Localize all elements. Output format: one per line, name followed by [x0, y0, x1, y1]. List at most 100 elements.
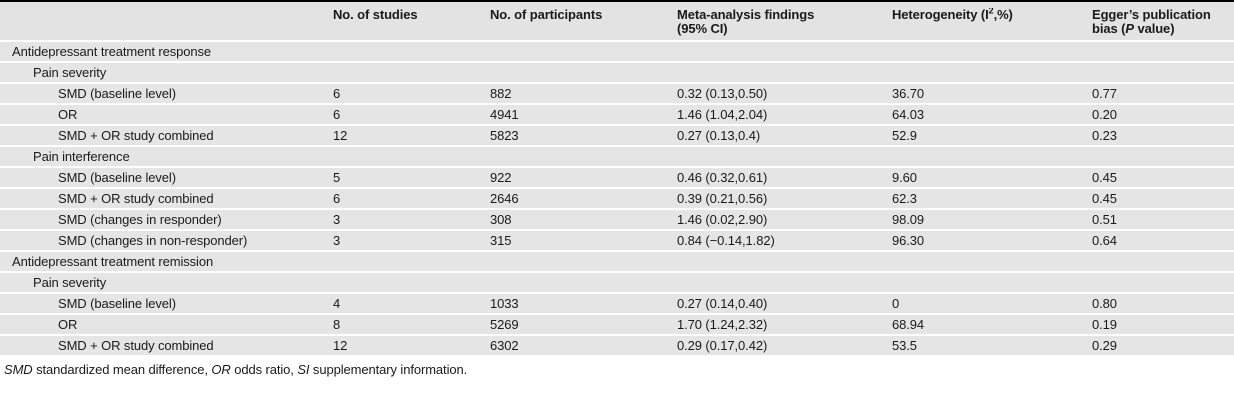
header-no-of-studies: No. of studies [333, 8, 418, 22]
cell-studies: 3 [333, 212, 341, 227]
cell-participants: 922 [490, 170, 512, 185]
cell-participants: 1033 [490, 296, 519, 311]
table-row: OR 6 4941 1.46 (1.04,2.04) 64.03 0.20 [0, 105, 1234, 124]
row-label: SMD (changes in responder) [58, 212, 222, 227]
cell-studies: 8 [333, 317, 341, 332]
header-no-of-participants: No. of participants [490, 8, 603, 22]
cell-egger: 0.19 [1092, 317, 1117, 332]
row-label: Antidepressant treatment remission [12, 254, 214, 269]
cell-egger: 0.77 [1092, 86, 1117, 101]
cell-heterogeneity: 62.3 [892, 191, 917, 206]
cell-studies: 3 [333, 233, 341, 248]
table-row: Pain interference [0, 147, 1234, 166]
row-label: SMD + OR study combined [58, 128, 214, 143]
cell-participants: 2646 [490, 191, 519, 206]
cell-studies: 12 [333, 338, 348, 353]
cell-participants: 6302 [490, 338, 519, 353]
cell-egger: 0.64 [1092, 233, 1117, 248]
cell-studies: 6 [333, 191, 341, 206]
cell-findings: 1.46 (1.04,2.04) [677, 107, 768, 122]
cell-heterogeneity: 53.5 [892, 338, 917, 353]
heterogeneity-text: Heterogeneity (I [892, 8, 989, 22]
table-row: SMD + OR study combined 12 5823 0.27 (0.… [0, 126, 1234, 145]
egger-line2-post: value) [1133, 21, 1175, 36]
cell-participants: 4941 [490, 107, 519, 122]
cell-participants: 882 [490, 86, 512, 101]
footnote-text: odds ratio, [230, 362, 298, 377]
table-row: SMD + OR study combined 12 6302 0.29 (0.… [0, 336, 1234, 355]
cell-participants: 308 [490, 212, 512, 227]
cell-findings: 0.46 (0.32,0.61) [677, 170, 768, 185]
row-label: OR [58, 317, 78, 332]
table-row: SMD (changes in responder) 3 308 1.46 (0… [0, 210, 1234, 229]
row-label: SMD (baseline level) [58, 86, 176, 101]
egger-p-italic: P [1125, 21, 1134, 36]
cell-findings: 0.32 (0.13,0.50) [677, 86, 768, 101]
row-label: OR [58, 107, 78, 122]
cell-studies: 6 [333, 86, 341, 101]
cell-findings: 1.70 (1.24,2.32) [677, 317, 768, 332]
table-row: SMD (baseline level) 5 922 0.46 (0.32,0.… [0, 168, 1234, 187]
table-row: Pain severity [0, 273, 1234, 292]
header-egger-line2: bias (P value) [1092, 22, 1234, 36]
row-label: Pain interference [33, 149, 130, 164]
row-label: SMD + OR study combined [58, 338, 214, 353]
cell-heterogeneity: 9.60 [892, 170, 917, 185]
meta-analysis-table: No. of studies No. of participants Meta-… [0, 0, 1234, 355]
cell-heterogeneity: 64.03 [892, 107, 925, 122]
cell-findings: 0.84 (−0.14,1.82) [677, 233, 775, 248]
footnote-text: supplementary information. [309, 362, 468, 377]
table-row: SMD (baseline level) 4 1033 0.27 (0.14,0… [0, 294, 1234, 313]
cell-findings: 0.27 (0.14,0.40) [677, 296, 768, 311]
table-row: SMD + OR study combined 6 2646 0.39 (0.2… [0, 189, 1234, 208]
row-label: SMD (changes in non-responder) [58, 233, 248, 248]
table-row: Antidepressant treatment remission [0, 252, 1234, 271]
cell-egger: 0.23 [1092, 128, 1117, 143]
egger-line2-pre: bias ( [1092, 21, 1126, 36]
header-egger-line1: Egger’s publication [1092, 8, 1211, 22]
row-label: SMD (baseline level) [58, 170, 176, 185]
heterogeneity-text-end: ,%) [993, 8, 1013, 22]
cell-heterogeneity: 36.70 [892, 86, 925, 101]
cell-studies: 6 [333, 107, 341, 122]
header-eggers-bias: Egger’s publication bias (P value) [1092, 8, 1234, 36]
table-row: SMD (baseline level) 6 882 0.32 (0.13,0.… [0, 84, 1234, 103]
row-label: SMD + OR study combined [58, 191, 214, 206]
cell-findings: 1.46 (0.02,2.90) [677, 212, 768, 227]
cell-findings: 0.29 (0.17,0.42) [677, 338, 768, 353]
cell-heterogeneity: 52.9 [892, 128, 917, 143]
header-meta-analysis-findings: Meta-analysis findings (95% CI) [677, 8, 892, 36]
cell-heterogeneity: 0 [892, 296, 900, 311]
cell-participants: 5823 [490, 128, 519, 143]
cell-egger: 0.45 [1092, 191, 1117, 206]
cell-studies: 12 [333, 128, 348, 143]
row-label: SMD (baseline level) [58, 296, 176, 311]
footnote-text: standardized mean difference, [32, 362, 212, 377]
table-header-row: No. of studies No. of participants Meta-… [0, 2, 1234, 40]
cell-heterogeneity: 96.30 [892, 233, 925, 248]
cell-findings: 0.27 (0.13,0.4) [677, 128, 761, 143]
cell-heterogeneity: 98.09 [892, 212, 925, 227]
heterogeneity-superscript: 2 [988, 8, 994, 16]
cell-egger: 0.51 [1092, 212, 1117, 227]
footnote-abbrev-or: OR [211, 362, 231, 377]
header-heterogeneity: Heterogeneity (I2,%) [892, 8, 1092, 22]
cell-participants: 5269 [490, 317, 519, 332]
cell-participants: 315 [490, 233, 512, 248]
cell-heterogeneity: 68.94 [892, 317, 925, 332]
table-row: Pain severity [0, 63, 1234, 82]
cell-studies: 5 [333, 170, 341, 185]
row-label: Pain severity [33, 275, 107, 290]
cell-findings: 0.39 (0.21,0.56) [677, 191, 768, 206]
row-label: Pain severity [33, 65, 107, 80]
footnote-abbrev-si: SI [297, 362, 310, 377]
cell-egger: 0.29 [1092, 338, 1117, 353]
table-row: SMD (changes in non-responder) 3 315 0.8… [0, 231, 1234, 250]
header-findings-line1: Meta-analysis findings [677, 8, 815, 22]
cell-studies: 4 [333, 296, 341, 311]
cell-egger: 0.20 [1092, 107, 1117, 122]
table-footnote: SMD standardized mean difference, OR odd… [0, 362, 1234, 377]
footnote-abbrev-smd: SMD [4, 362, 33, 377]
cell-egger: 0.80 [1092, 296, 1117, 311]
table-row: Antidepressant treatment response [0, 42, 1234, 61]
